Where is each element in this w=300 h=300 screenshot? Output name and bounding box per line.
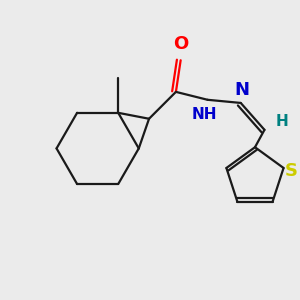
Text: H: H xyxy=(275,114,288,129)
Text: N: N xyxy=(235,81,250,99)
Text: O: O xyxy=(173,35,188,53)
Text: S: S xyxy=(285,162,298,180)
Text: NH: NH xyxy=(192,106,217,122)
